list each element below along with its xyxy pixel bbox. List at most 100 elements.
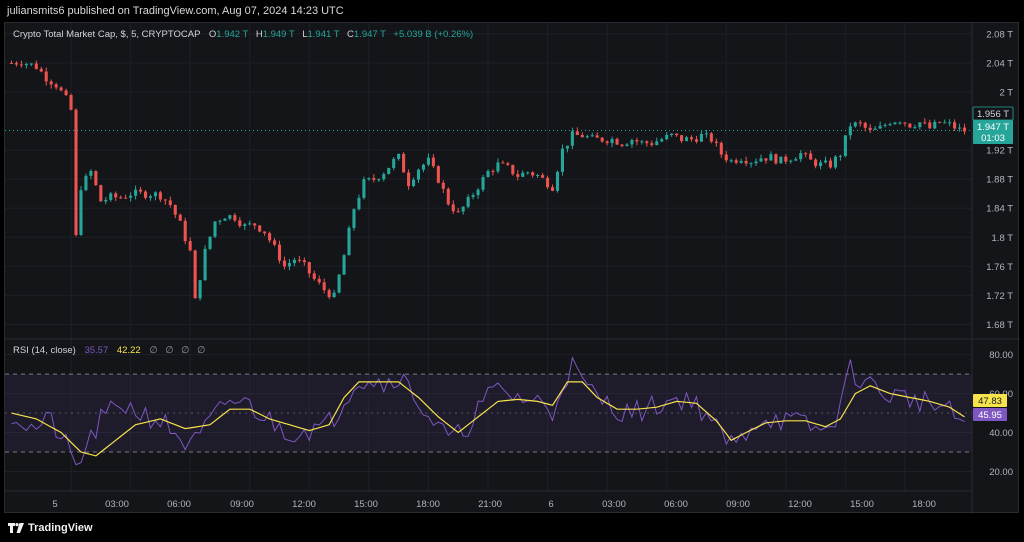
- legend-c-value: 1.947 T: [354, 29, 386, 40]
- rsi-extra-icon-4: ∅: [197, 345, 205, 356]
- candle-body: [392, 158, 396, 168]
- candle-body: [84, 175, 88, 191]
- time-tick-label: 06:00: [664, 499, 688, 510]
- candle-body: [134, 189, 138, 196]
- candle-body: [531, 172, 535, 176]
- candle-body: [570, 131, 574, 146]
- candle-body: [124, 197, 128, 199]
- candle-body: [928, 122, 932, 129]
- candle-body: [501, 162, 505, 164]
- candle-body: [193, 250, 197, 299]
- candle-body: [297, 259, 301, 261]
- rsi-ma-badge: 47.83: [973, 394, 1007, 407]
- candle-body: [704, 133, 708, 135]
- chart-panel[interactable]: 2.08 T 2.04 T 2 T 1.92 T 1.88 T 1.84 T 1.8 T 1.…: [4, 22, 1020, 514]
- candle-body: [536, 174, 540, 176]
- candle-body: [74, 109, 78, 235]
- time-tick-label: 18:00: [416, 499, 440, 510]
- rsi-legend[interactable]: RSI (14, close) 35.57 42.22 ∅ ∅ ∅ ∅: [13, 345, 205, 356]
- candle-body: [263, 231, 267, 234]
- candle-body: [362, 179, 366, 198]
- candle-body: [729, 160, 733, 162]
- candle-body: [858, 122, 862, 124]
- candle-body: [317, 278, 321, 283]
- candle-body: [79, 190, 83, 235]
- rsi-badge-label: 45.95: [978, 410, 1002, 421]
- time-axis[interactable]: 5 03:00 06:00 09:00 12:00 15:00 18:00 21:00 6 03:…: [52, 499, 936, 510]
- rsi-extra-icon-3: ∅: [181, 345, 189, 356]
- candle-body: [610, 138, 614, 144]
- candle-body: [486, 170, 490, 178]
- price-axis[interactable]: 2.08 T 2.04 T 2 T 1.92 T 1.88 T 1.84 T 1.8 T 1.…: [986, 29, 1013, 331]
- candle-body: [382, 174, 386, 180]
- candle-body: [580, 134, 584, 138]
- last-price-label: 1.947 T: [977, 122, 1009, 133]
- candle-body: [143, 191, 148, 198]
- candle-body: [898, 122, 902, 124]
- price-tick-label: 1.84 T: [986, 204, 1013, 215]
- candle-body: [233, 215, 237, 221]
- candle-body: [709, 133, 713, 142]
- candle-body: [168, 200, 172, 205]
- legend-c-label: C: [347, 29, 354, 40]
- candle-body: [292, 259, 296, 264]
- candle-body: [903, 122, 907, 124]
- candle-body: [163, 199, 167, 201]
- legend-symbol: Crypto Total Market Cap, $, 5, CRYPTOCAP: [13, 29, 200, 40]
- candle-body: [352, 209, 356, 228]
- rsi-badge: 45.95: [973, 408, 1007, 421]
- candle-body: [387, 167, 391, 175]
- price-pane[interactable]: [5, 60, 972, 301]
- candle-body: [44, 71, 48, 82]
- price-tick-label: 1.88 T: [986, 175, 1013, 186]
- candle-body: [29, 63, 33, 65]
- tradingview-brand[interactable]: TradingView: [8, 522, 93, 534]
- candle-body: [9, 62, 14, 64]
- candle-body: [630, 139, 634, 145]
- time-tick-label: 5: [52, 499, 57, 510]
- candle-body: [645, 141, 649, 144]
- candle-body: [446, 188, 450, 205]
- candle-body: [148, 196, 153, 198]
- prev-price-label: 1.956 T: [977, 109, 1009, 120]
- candle-body: [953, 122, 957, 129]
- candle-body: [754, 161, 758, 164]
- rsi-value: 35.57: [84, 345, 108, 356]
- time-tick-label: 03:00: [602, 499, 626, 510]
- candle-body: [620, 144, 624, 146]
- candle-body: [714, 141, 718, 143]
- candle-body: [680, 135, 684, 142]
- time-tick-label: 09:00: [230, 499, 254, 510]
- candle-body: [228, 215, 232, 219]
- candle-body: [268, 233, 272, 241]
- time-tick-label: 12:00: [292, 499, 316, 510]
- candle-body: [843, 135, 847, 156]
- candle-body: [823, 160, 828, 163]
- price-tick-label: 2 T: [999, 88, 1013, 99]
- candle-body: [238, 220, 242, 226]
- countdown-label: 01:03: [981, 133, 1005, 144]
- candle-body: [456, 211, 460, 213]
- candle-body: [615, 138, 619, 145]
- rsi-ma-badge-label: 47.83: [978, 396, 1002, 407]
- candle-body: [426, 157, 430, 165]
- candle-body: [198, 280, 202, 299]
- candle-body: [258, 225, 262, 232]
- candle-body: [367, 178, 371, 180]
- candle-body: [119, 197, 123, 199]
- candle-body: [461, 206, 465, 212]
- candle-body: [873, 128, 877, 130]
- candle-body: [466, 196, 470, 207]
- candle-body: [789, 160, 793, 162]
- candle-body: [600, 137, 604, 142]
- candle-body: [814, 159, 818, 167]
- chart-canvas[interactable]: 2.08 T 2.04 T 2 T 1.92 T 1.88 T 1.84 T 1.8 T 1.…: [5, 23, 1020, 514]
- candle-body: [416, 169, 421, 180]
- rsi-pane[interactable]: [5, 356, 972, 466]
- candle-body: [357, 197, 361, 210]
- rsi-legend-line: RSI (14, close) 35.57 42.22 ∅ ∅ ∅ ∅: [13, 345, 205, 356]
- candle-body: [496, 162, 500, 172]
- candle-body: [908, 123, 912, 128]
- price-legend[interactable]: Crypto Total Market Cap, $, 5, CRYPTOCAP…: [13, 29, 473, 40]
- candle-body: [451, 204, 455, 212]
